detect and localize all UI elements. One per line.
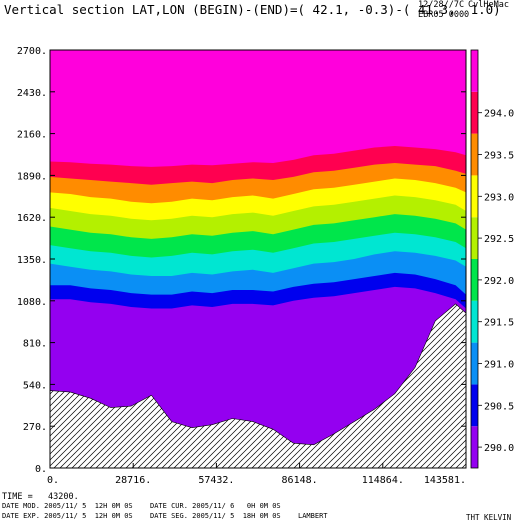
colorbar-segment — [471, 133, 478, 176]
colorbar-segment — [471, 91, 478, 134]
run-stamp: EBR05 0000 — [418, 10, 470, 20]
colorbar-label: 293.5 — [484, 151, 514, 162]
colorbar-segment — [471, 175, 478, 218]
colorbar-segment — [471, 50, 478, 92]
y-tick-label: 270. — [23, 422, 47, 433]
date-mod: DATE MOD. 2005/11/ 5 12H 0M 0S — [2, 502, 133, 510]
y-tick-label: 1080. — [17, 297, 47, 308]
y-tick-label: 2160. — [17, 130, 47, 141]
vertical-section-chart: 0. 270. 540. 810. 1080. 1350. 1620. 1890. 2160. 2… — [17, 46, 514, 486]
y-tick-label: 1620. — [17, 213, 47, 224]
projection: LAMBERT — [298, 512, 328, 520]
colorbar-label: 291.0 — [484, 360, 514, 371]
y-tick-label: 0. — [35, 464, 47, 475]
time-label: TIME = 43200. — [2, 492, 79, 502]
date-cur: DATE CUR. 2005/11/ 6 0H 0M 0S — [150, 502, 281, 510]
chart-title: Vertical section LAT,LON (BEGIN)-(END)=(… — [4, 2, 501, 17]
colorbar-label: 292.0 — [484, 276, 514, 287]
y-tick-label: 1350. — [17, 255, 47, 266]
colorbar-segment — [471, 300, 478, 343]
x-tick-label: 114864. — [362, 475, 404, 486]
colorbar-label: 291.5 — [484, 318, 514, 329]
y-tick-label: 2700. — [17, 46, 47, 57]
x-tick-label: 143581. — [424, 475, 466, 486]
y-tick-label: 2430. — [17, 88, 47, 99]
x-tick-label: 86148. — [282, 475, 318, 486]
colorbar-segment — [471, 426, 478, 468]
y-tick-label: 810. — [23, 339, 47, 350]
colorbar-label: 294.0 — [484, 109, 514, 120]
colorbar: 290.0 290.5 291.0 291.5 292.0 292.5 293.0 293.5… — [470, 49, 514, 469]
y-tick-label: 1890. — [17, 171, 47, 182]
date-exp: DATE EXP. 2005/11/ 5 12H 0M 0S — [2, 512, 133, 520]
plot-area — [50, 50, 466, 468]
colorbar-label: 293.0 — [484, 192, 514, 203]
colorbar-label: 290.0 — [484, 443, 514, 454]
date-seg: DATE SEG. 2005/11/ 5 18H 0M 0S — [150, 512, 281, 520]
variable-label: THT KELVIN — [466, 513, 512, 522]
terrain — [50, 303, 466, 468]
colorbar-segment — [471, 217, 478, 259]
colorbar-frame — [470, 49, 479, 469]
date-stamp: 12/28//7C — [418, 0, 465, 10]
colorbar-segment — [471, 342, 478, 385]
x-tick-label: 0. — [47, 475, 59, 486]
colorbar-segment — [471, 384, 478, 427]
x-tick-label: 57432. — [198, 475, 234, 486]
colorbar-label: 292.5 — [484, 234, 514, 245]
colorbar-label: 290.5 — [484, 401, 514, 412]
colorbar-segment — [471, 259, 478, 301]
axes: 0. 270. 540. 810. 1080. 1350. 1620. 1890. 2160. 2… — [17, 46, 467, 486]
user-stamp: CvlHeMac — [468, 0, 509, 10]
y-tick-label: 540. — [23, 380, 47, 391]
x-tick-label: 28716. — [115, 475, 151, 486]
